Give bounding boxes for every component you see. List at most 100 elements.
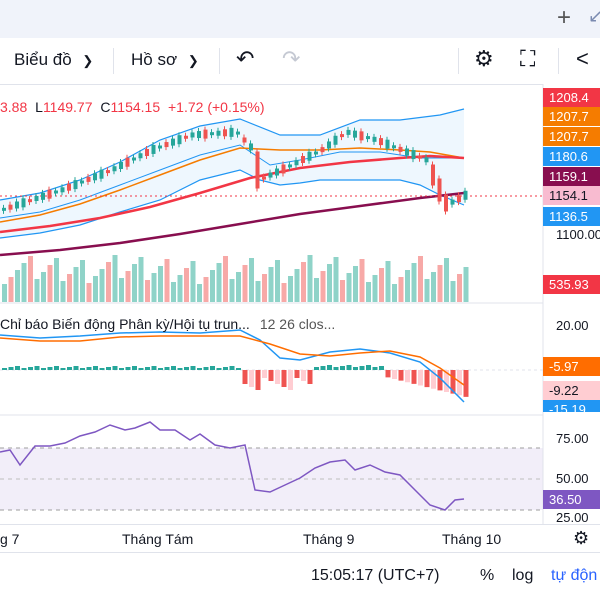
fullscreen-icon[interactable]: ⛶ xyxy=(520,46,536,71)
profile-menu[interactable]: Hồ sơ ❯ xyxy=(131,50,199,70)
volume-bar xyxy=(411,263,417,302)
volume-bar xyxy=(385,261,391,302)
candle xyxy=(8,201,13,213)
rsi-tag-text: 36.50 xyxy=(549,492,582,507)
candle xyxy=(294,157,299,169)
volume-bar xyxy=(28,256,33,302)
volume-bar xyxy=(112,255,118,302)
macd-bar xyxy=(294,370,300,378)
candle xyxy=(457,192,461,206)
chart-canvas[interactable] xyxy=(0,84,600,524)
macd-bar xyxy=(281,370,287,387)
candle xyxy=(41,189,45,203)
auto-toggle[interactable]: tự độn xyxy=(551,567,598,584)
volume-tag-text: 535.93 xyxy=(549,277,589,292)
plus-icon[interactable]: + xyxy=(557,4,572,31)
toolbar-divider xyxy=(458,48,459,74)
percent-toggle[interactable]: % xyxy=(480,567,495,584)
candle xyxy=(301,153,305,166)
candle xyxy=(327,138,331,152)
macd-bar xyxy=(268,370,274,381)
volume-bar xyxy=(67,274,72,302)
macd-bar xyxy=(184,367,189,370)
volume-bar xyxy=(216,263,222,302)
price-tag: 1154.1 xyxy=(543,186,600,205)
volume-bar xyxy=(431,272,436,302)
ma-mid-line xyxy=(0,154,465,234)
volume-bar xyxy=(8,277,14,302)
macd-bar xyxy=(145,367,150,370)
candle xyxy=(119,159,123,172)
macd-bar xyxy=(15,366,20,370)
candle xyxy=(353,127,357,141)
macd-bar xyxy=(132,366,137,370)
macd-bar xyxy=(125,367,131,370)
price-tag: 1207.7 xyxy=(543,107,600,126)
macd-bar xyxy=(171,366,176,370)
macd-bar xyxy=(307,370,313,384)
macd-bar xyxy=(275,370,280,384)
candle xyxy=(197,128,201,142)
undo-icon[interactable]: ↶ xyxy=(236,46,255,71)
macd-bar xyxy=(411,370,417,384)
macd-bar xyxy=(450,370,456,394)
volume-bar xyxy=(80,260,85,302)
candle xyxy=(164,139,169,151)
ohlc-high: 3.88 xyxy=(0,99,28,115)
macd-bar xyxy=(60,368,66,370)
price-tag: 1208.4 xyxy=(543,88,600,107)
macd-bar xyxy=(405,370,410,383)
chart-type-label: Biểu đồ xyxy=(14,50,72,69)
arrow-icon[interactable]: ↙ xyxy=(588,6,600,26)
rsi-tag: 36.50 xyxy=(543,490,600,509)
candle xyxy=(229,124,234,140)
volume-bar xyxy=(444,258,449,302)
gear-icon[interactable]: ⚙ xyxy=(573,528,590,548)
candle xyxy=(366,133,370,143)
volume-bar xyxy=(2,284,7,302)
volume-bar xyxy=(372,275,378,302)
volume-bar xyxy=(203,277,209,302)
candle xyxy=(54,187,58,197)
candle xyxy=(379,135,383,149)
macd-pane xyxy=(0,329,543,403)
redo-icon[interactable]: ↷ xyxy=(282,46,301,71)
candle xyxy=(106,167,110,177)
toolbar-divider xyxy=(219,48,220,74)
candle xyxy=(203,126,208,142)
volume-bar xyxy=(249,258,254,302)
candle xyxy=(190,129,195,141)
candle xyxy=(99,166,104,182)
volume-bar xyxy=(229,279,235,302)
volume-bar xyxy=(171,282,176,302)
candle xyxy=(463,187,468,203)
volume-bar xyxy=(151,273,157,302)
volume-bar xyxy=(294,269,300,302)
candle xyxy=(262,173,266,183)
price-tag: 1136.5 xyxy=(543,207,600,226)
macd-bar xyxy=(223,367,228,370)
time-axis[interactable]: g 7 Tháng Tám Tháng 9 Tháng 10 ⚙ xyxy=(0,524,600,553)
macd-bar xyxy=(21,368,27,370)
ohlc-change-pct: (+0.15%) xyxy=(207,99,265,115)
gear-icon[interactable]: ⚙ xyxy=(474,46,494,71)
chart-type-menu[interactable]: Biểu đồ ❯ xyxy=(14,50,93,70)
volume-bar xyxy=(268,267,274,302)
toolbar-divider xyxy=(558,48,559,74)
volume-bars xyxy=(2,255,469,302)
macd-bar xyxy=(73,366,79,370)
macd-tag: -5.97 xyxy=(543,357,600,376)
candle xyxy=(145,146,149,159)
volume-bar xyxy=(242,265,248,302)
log-toggle[interactable]: log xyxy=(512,567,534,584)
volume-bar xyxy=(392,284,397,302)
volume-bar xyxy=(346,273,352,302)
time-axis-label: Tháng Tám xyxy=(122,531,194,547)
timezone-clock[interactable]: 15:05:17 (UTC+7) xyxy=(311,567,440,584)
macd-bar xyxy=(99,368,105,370)
ohlc-legend: 3.88 L1149.77 C1154.15 +1.72 (+0.15%) xyxy=(0,99,265,115)
macd-bar xyxy=(34,366,40,370)
share-icon[interactable]: < xyxy=(576,46,589,71)
macd-legend[interactable]: Chỉ báo Biến động Phân kỳ/Hội tụ trun...… xyxy=(0,316,335,332)
candle xyxy=(268,169,273,181)
